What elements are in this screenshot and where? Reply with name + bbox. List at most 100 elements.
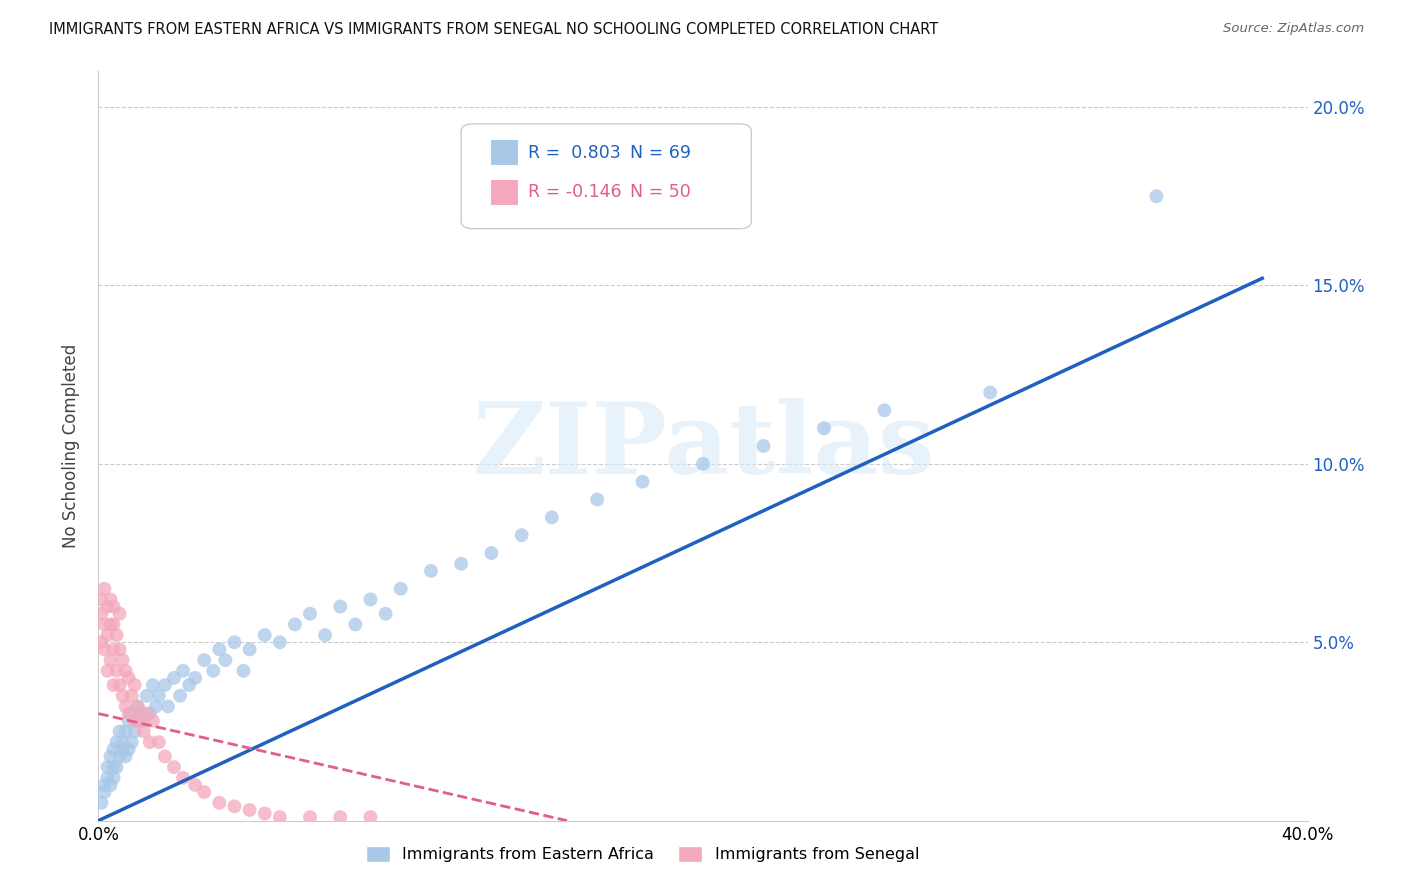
Point (979, 385, 1001, 400)
Point (111, 742, 134, 756)
Point (100, 778, 122, 792)
Point (172, 771, 194, 785)
Point (108, 678, 131, 692)
FancyBboxPatch shape (492, 180, 517, 205)
Point (153, 678, 176, 692)
Point (214, 653, 236, 667)
Point (96, 760, 118, 774)
Point (127, 714, 149, 728)
Point (105, 628, 128, 642)
Point (132, 724, 155, 739)
Point (93, 617, 115, 632)
Point (96, 664, 118, 678)
Y-axis label: No Schooling Completed: No Schooling Completed (62, 344, 80, 548)
Point (111, 653, 134, 667)
Point (105, 664, 128, 678)
Point (96, 771, 118, 785)
Point (103, 617, 125, 632)
Point (360, 810, 382, 824)
Point (193, 785, 215, 799)
Point (510, 528, 533, 542)
Point (692, 457, 714, 471)
Point (129, 714, 152, 728)
Point (90, 796, 112, 810)
Point (172, 664, 194, 678)
Point (163, 671, 186, 685)
Point (139, 706, 162, 721)
Point (299, 810, 322, 824)
Point (93, 785, 115, 799)
Point (329, 599, 352, 614)
Point (420, 564, 443, 578)
Point (873, 403, 896, 417)
Point (329, 810, 352, 824)
Point (224, 799, 246, 814)
Point (389, 582, 412, 596)
Point (118, 714, 141, 728)
Point (224, 635, 246, 649)
Point (1144, 189, 1167, 203)
Point (284, 617, 307, 632)
Point (100, 617, 122, 632)
Point (232, 664, 254, 678)
Point (114, 664, 136, 678)
Point (108, 607, 131, 621)
Point (253, 806, 276, 821)
Legend: Immigrants from Eastern Africa, Immigrants from Senegal: Immigrants from Eastern Africa, Immigran… (360, 839, 925, 869)
Point (111, 689, 134, 703)
Point (103, 760, 125, 774)
Point (239, 803, 262, 817)
Point (193, 653, 215, 667)
Point (202, 664, 225, 678)
Point (179, 678, 201, 692)
Text: Source: ZipAtlas.com: Source: ZipAtlas.com (1223, 22, 1364, 36)
Point (344, 617, 367, 632)
Point (169, 689, 191, 703)
Point (142, 714, 165, 728)
Point (108, 749, 131, 764)
Point (114, 699, 136, 714)
Point (124, 714, 146, 728)
Point (813, 421, 835, 435)
Point (114, 749, 136, 764)
Point (586, 492, 609, 507)
Point (118, 742, 141, 756)
Point (135, 706, 157, 721)
Point (103, 642, 125, 657)
Point (103, 599, 125, 614)
Point (90, 635, 112, 649)
Point (208, 642, 231, 657)
FancyBboxPatch shape (492, 140, 517, 166)
Point (153, 749, 176, 764)
Point (752, 439, 775, 453)
Point (90, 607, 112, 621)
Point (103, 678, 125, 692)
Point (111, 735, 134, 749)
Point (184, 671, 207, 685)
Point (481, 546, 503, 560)
Point (103, 771, 125, 785)
Point (100, 653, 122, 667)
Point (96, 628, 118, 642)
Point (124, 724, 146, 739)
Point (127, 699, 149, 714)
Point (124, 678, 146, 692)
Point (135, 689, 157, 703)
Point (129, 706, 152, 721)
Point (156, 699, 179, 714)
Point (148, 689, 170, 703)
Point (114, 724, 136, 739)
Point (163, 760, 186, 774)
Point (121, 689, 143, 703)
Point (299, 607, 322, 621)
Text: R =  0.803: R = 0.803 (527, 144, 620, 161)
Point (450, 557, 472, 571)
Point (139, 735, 162, 749)
Point (127, 699, 149, 714)
Point (108, 724, 131, 739)
Point (314, 628, 336, 642)
Point (132, 714, 155, 728)
Point (148, 735, 170, 749)
Point (108, 642, 131, 657)
Point (269, 635, 291, 649)
